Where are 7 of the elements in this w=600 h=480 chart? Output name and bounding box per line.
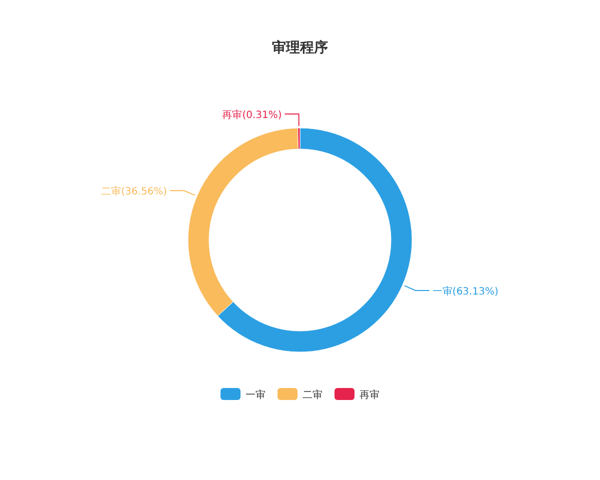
data-label: 再审(0.31%) bbox=[222, 109, 282, 122]
legend-label: 再审 bbox=[360, 389, 380, 401]
chart-title: 审理程序 bbox=[272, 39, 328, 56]
legend-label: 二审 bbox=[302, 389, 322, 401]
data-label: 一审(63.13%) bbox=[432, 286, 498, 298]
legend-label: 一审 bbox=[246, 389, 266, 401]
data-label: 二审(36.56%) bbox=[101, 186, 168, 198]
